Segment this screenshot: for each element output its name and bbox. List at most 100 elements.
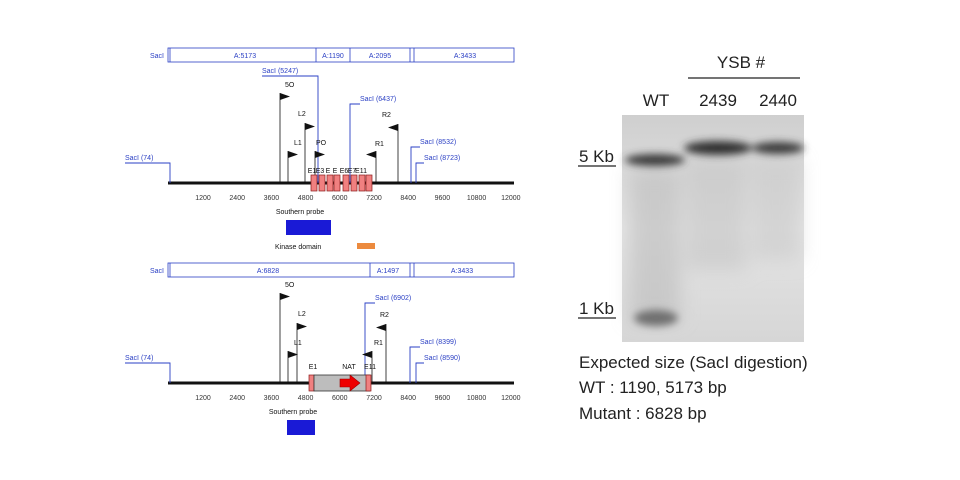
exon-label: E7 (348, 168, 357, 175)
axis-tick-label: 10800 (467, 395, 487, 402)
segment-label: A:3433 (454, 53, 476, 60)
gel-bands (625, 141, 804, 326)
site-line (364, 302, 375, 383)
axis-tick-label: 8400 (400, 195, 416, 202)
exon-label: E11 (364, 364, 376, 371)
probe-label: Southern probe (269, 409, 317, 416)
primer-label: 5O (285, 82, 295, 89)
exon-label: E1 (309, 364, 318, 371)
exon-label: E (326, 168, 331, 175)
lane-label: 2440 (759, 91, 797, 110)
primer-label: PO (316, 140, 327, 147)
axis-tick-label: 3600 (264, 195, 280, 202)
segment-label: A:5173 (234, 53, 256, 60)
axis-tick-label: 4800 (298, 395, 314, 402)
marker-label: 5 Kb (579, 147, 614, 166)
site-line (409, 346, 420, 383)
exon (365, 174, 373, 192)
primer-flag (305, 123, 315, 130)
site-label: SacI (5247) (262, 68, 298, 75)
note: WT : 1190, 5173 bp (579, 378, 727, 397)
axis-tick-label: 4800 (298, 195, 314, 202)
primer-label: L2 (298, 111, 306, 118)
site-line (415, 162, 424, 183)
exon-label: E3 (316, 168, 325, 175)
site-label: SacI (8590) (424, 355, 460, 362)
probe-bar (286, 220, 331, 235)
segment-label: A:1497 (377, 268, 399, 275)
site-label: SacI (74) (125, 155, 153, 162)
primer-flag (315, 151, 325, 158)
axis-tick-label: 6000 (332, 195, 348, 202)
segment-box (167, 47, 515, 63)
axis-tick-label: 6000 (332, 395, 348, 402)
legend-label: Kinase domain (275, 244, 321, 251)
probe-bar (287, 420, 315, 435)
primer-label: L1 (294, 340, 302, 347)
primer-flag (366, 151, 376, 158)
axis-tick-label: 9600 (435, 195, 451, 202)
axis-tick-label: 2400 (229, 195, 245, 202)
primer-label: L2 (298, 311, 306, 318)
site-line (262, 75, 319, 183)
primer-flag (297, 323, 307, 330)
primer-label: R1 (374, 340, 383, 347)
gel: YSB # WT 2439 2440 5 Kb 1 Kb Expected si… (578, 53, 808, 423)
primer-label: R1 (375, 141, 384, 148)
site-label: SacI (6437) (360, 96, 396, 103)
site-label: SacI (8399) (420, 339, 456, 346)
origin-label: SacI (150, 53, 164, 60)
axis-tick-label: 10800 (467, 195, 487, 202)
exon-label: E11 (355, 168, 367, 175)
note: Mutant : 6828 bp (579, 404, 707, 423)
exon-label: E6 (340, 168, 349, 175)
exon (326, 174, 334, 192)
exon (308, 374, 315, 392)
site-line (125, 162, 171, 183)
nat-arrow (339, 374, 361, 392)
exon (333, 174, 341, 192)
site-line (125, 362, 171, 383)
lane-label: WT (643, 91, 669, 110)
segment-label: A:6828 (257, 268, 279, 275)
exon (358, 174, 366, 192)
maps: SacI A:5173 A:1190 A:2095 A:3433 1200 2400 3600… (125, 47, 521, 435)
axis-tick-label: 1200 (195, 195, 211, 202)
legend-swatch (357, 243, 375, 249)
primer-label: 5O (285, 282, 295, 289)
note: Expected size (SacI digestion) (579, 353, 808, 372)
segment-label: A:3433 (451, 268, 473, 275)
segment-box (167, 262, 515, 278)
primer-label: L1 (294, 140, 302, 147)
site-label: SacI (6902) (375, 295, 411, 302)
site-label: SacI (8723) (424, 155, 460, 162)
site-line (349, 103, 360, 183)
exon-label: E (333, 168, 338, 175)
exon (365, 374, 372, 392)
axis-tick-label: 2400 (229, 395, 245, 402)
site-line (415, 362, 424, 383)
exon (318, 174, 326, 192)
segment-label: A:1190 (322, 53, 344, 60)
probe-label: Southern probe (276, 209, 324, 216)
exon-label: NAT (342, 364, 356, 371)
group-label: YSB # (717, 53, 766, 72)
segment-label: A:2095 (369, 53, 391, 60)
axis-tick-label: 7200 (366, 195, 382, 202)
primer-flag (376, 324, 386, 331)
marker-label: 1 Kb (579, 299, 614, 318)
exon-label: E1 (308, 168, 317, 175)
primer-flag (280, 93, 290, 100)
primer-flag (288, 151, 298, 158)
gel-smear (630, 160, 800, 320)
axis-tick-label: 12000 (501, 395, 521, 402)
site-label: SacI (74) (125, 355, 153, 362)
primer-label: R2 (380, 312, 389, 319)
primer-flag (280, 293, 290, 300)
exon (310, 174, 318, 192)
axis-tick-label: 12000 (501, 195, 521, 202)
lane-label: 2439 (699, 91, 737, 110)
axis-tick-label: 9600 (435, 395, 451, 402)
axis-tick-label: 7200 (366, 395, 382, 402)
